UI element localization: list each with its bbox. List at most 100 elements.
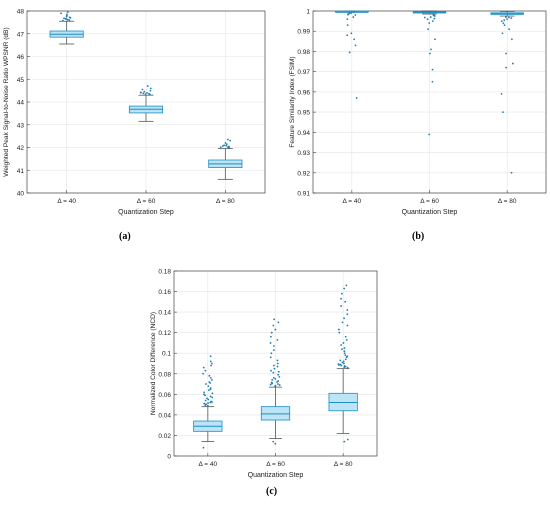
outlier-point [507,16,510,19]
outlier-point [66,13,68,16]
outlier-point [354,14,357,16]
box-3 [328,284,358,443]
outlier-point [277,370,280,373]
outlier-point [277,380,280,382]
y-tick-label: 44 [17,100,25,107]
outlier-point [343,440,346,443]
outlier-point [354,44,357,47]
y-tick-label: 0.1 [162,351,171,358]
outlier-point [202,366,205,369]
x-tick-label: Δ = 80 [334,461,353,468]
outlier-point [341,321,344,324]
y-tick-label: 0.96 [297,89,310,96]
panel-label-a: (a) [119,231,131,242]
outlier-point [270,369,272,372]
outlier-point [272,371,275,374]
outlier-point [204,399,207,402]
chart-panel-1: 40 41 42 43 44 45 46 47 48 Δ = 40 Δ = 60 Δ = 80 Quan… [3,9,266,216]
x-tick-label: Δ = 60 [266,461,285,468]
outlier-point [343,317,345,320]
panel-label-b: (b) [412,231,425,242]
box-1 [193,355,223,449]
outlier-point [66,11,69,14]
outlier-point [350,12,353,14]
chart-panel-3: 0 0.02 0.04 0.06 0.08 0.1 0.12 0.14 0.16 0.18 Δ = … [150,269,378,479]
outlier-point [345,284,348,287]
panel-label-c: (c) [266,486,278,497]
outlier-point [140,91,142,94]
outlier-point [343,287,346,290]
outlier-point [225,143,228,145]
outlier-point [224,142,227,144]
y-tick-label: 47 [17,31,25,38]
outlier-point [341,292,343,295]
outlier-point [510,171,513,174]
y-tick-label: 0.04 [158,412,171,419]
outlier-point [344,300,347,303]
outlier-point [426,18,429,20]
outlier-point [226,138,229,141]
outlier-point [277,383,279,385]
outlier-point [272,324,275,327]
y-tick-label: 0.12 [158,330,171,337]
outlier-point [346,309,349,311]
outlier-point [202,372,205,375]
outlier-point [344,358,347,361]
outlier-point [273,318,276,321]
y-tick-label: 0.18 [158,269,171,276]
x-axis-label: Quantization Step [118,209,174,216]
outlier-point [431,20,434,23]
box-3 [490,11,524,174]
outlier-point [348,51,351,54]
outlier-point [272,349,275,352]
outlier-point [211,396,214,399]
outlier-point [207,389,210,392]
outlier-point [211,401,213,403]
y-tick-label: 0.06 [158,392,171,399]
outlier-point [205,383,207,385]
outlier-point [352,16,355,18]
outlier-point [506,18,508,20]
y-tick-label: 0.91 [297,191,310,198]
outlier-point [427,28,429,31]
outlier-point [341,348,343,351]
x-tick-label: Δ = 40 [199,461,218,468]
outlier-point [345,338,348,341]
y-tick-label: 0 [167,454,171,461]
outlier-point [68,19,71,21]
outlier-point [346,438,349,441]
box-2 [412,10,447,136]
y-tick-label: 48 [17,9,25,16]
box-2 [128,85,164,122]
outlier-point [221,145,224,148]
outlier-point [274,328,277,331]
outlier-point [502,111,504,114]
box-1 [335,10,369,99]
x-axis-label: Quantization Step [402,209,458,216]
outlier-point [342,360,345,363]
outlier-point [210,364,212,367]
outlier-point [210,379,213,381]
outlier-point [346,24,349,27]
outlier-point [338,331,341,334]
outlier-point [269,383,272,386]
outlier-point [433,14,435,17]
y-tick-label: 43 [17,122,25,129]
outlier-point [505,52,507,55]
outlier-point [355,97,358,99]
outlier-point [346,313,349,316]
outlier-point [429,16,432,18]
box-1 [49,11,84,45]
outlier-point [274,378,277,380]
outlier-point [223,144,226,147]
outlier-point [503,24,506,27]
outlier-point [346,355,349,358]
x-tick-label: Δ = 80 [498,198,517,205]
outlier-point [211,392,214,395]
outlier-point [207,402,209,404]
outlier-point [269,356,272,359]
outlier-point [202,446,205,449]
outlier-point [346,34,349,37]
outlier-point [276,365,279,368]
outlier-point [62,19,64,22]
